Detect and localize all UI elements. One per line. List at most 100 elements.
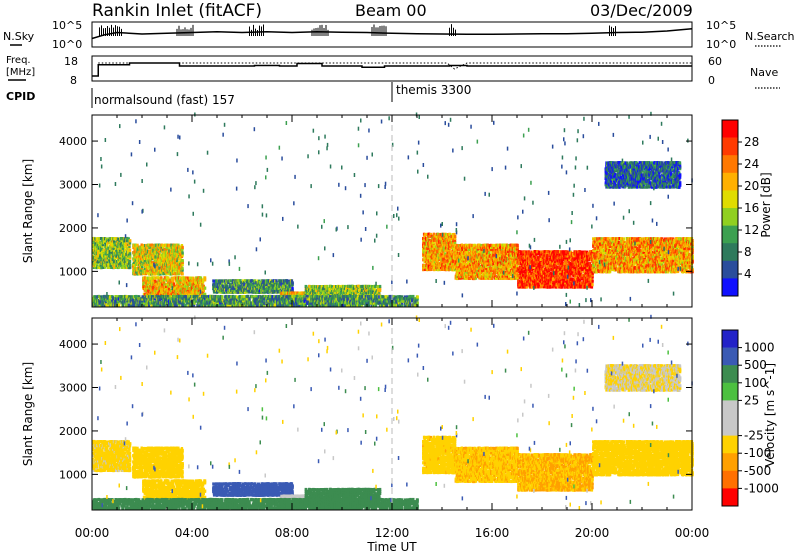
- power-echo-cell: [473, 259, 476, 263]
- power-echo-cell: [456, 253, 459, 257]
- power-echo-cell: [181, 251, 184, 255]
- power-echo-cell: [460, 272, 463, 276]
- power-echo-cell: [110, 260, 114, 264]
- power-echo-cell: [192, 276, 195, 280]
- power-echo-cell: [122, 250, 125, 254]
- freq-nave-panel: Freq. [MHz] 18 8 60 0 Nave: [6, 55, 780, 89]
- power-echo-cell: [425, 256, 428, 260]
- power-echo-cell: [458, 244, 462, 248]
- power-echo-cell: [253, 279, 257, 283]
- power-echo-cell: [497, 255, 500, 259]
- power-echo-cell: [458, 266, 461, 270]
- power-echo-cell: [496, 251, 499, 255]
- power-echo-cell: [354, 285, 357, 289]
- power-echo-cell: [167, 278, 170, 282]
- power-echo-cell: [502, 243, 505, 247]
- power-echo-cell: [157, 260, 161, 265]
- power-echo-cell: [160, 256, 163, 261]
- power-echo-cell: [152, 282, 155, 286]
- power-echo-cell: [474, 270, 478, 274]
- power-echo-cell: [368, 285, 371, 289]
- power-echo-cell: [329, 292, 333, 296]
- power-echo-cell: [221, 279, 225, 283]
- freq-series-line: [92, 62, 692, 77]
- power-echo-cell: [474, 261, 477, 265]
- power-echo-cell: [365, 290, 369, 294]
- power-echo-cell: [345, 285, 348, 289]
- power-echo-cell: [444, 264, 448, 268]
- power-echo-cell: [441, 244, 444, 248]
- power-echo-cell: [475, 263, 478, 267]
- power-echo-cell: [266, 279, 269, 283]
- power-echo-cell: [154, 276, 158, 280]
- power-echo-cell: [455, 255, 459, 259]
- power-echo-cell: [155, 282, 158, 286]
- power-echo-cell: [113, 246, 116, 251]
- power-echo-cell: [501, 247, 504, 251]
- power-echo-cell: [456, 249, 459, 253]
- power-echo-cell: [360, 290, 364, 294]
- power-echo-cell: [315, 286, 319, 291]
- power-echo-cell: [150, 286, 153, 291]
- power-echo-cell: [185, 294, 189, 298]
- power-echo-cell: [338, 288, 341, 293]
- power-echo-cell: [454, 247, 457, 251]
- power-echo-cell: [436, 252, 440, 256]
- power-echo-cell: [105, 246, 108, 250]
- power-echo-cell: [185, 291, 188, 295]
- power-echo-cell: [140, 247, 143, 251]
- power-echo-cell: [173, 264, 176, 268]
- power-echo-cell: [153, 282, 157, 286]
- power-echo-cell: [166, 282, 169, 286]
- power-echo-cell: [121, 261, 124, 265]
- power-echo-cell: [422, 232, 426, 236]
- power-echo-cell: [440, 238, 443, 243]
- power-echo-cell: [426, 236, 429, 241]
- power-echo-cell: [505, 267, 509, 271]
- power-echo-cell: [242, 288, 245, 292]
- power-echo-cell: [485, 249, 488, 253]
- power-echo-cell: [96, 265, 100, 269]
- power-echo-cell: [232, 288, 236, 292]
- power-echo-cell: [102, 250, 105, 254]
- power-echo-cell: [376, 285, 380, 289]
- power-echo-cell: [151, 288, 155, 292]
- power-echo-cell: [97, 241, 100, 245]
- power-echo-cell: [95, 239, 99, 243]
- power-echo-cell: [150, 243, 154, 247]
- power-echo-cell: [162, 272, 165, 276]
- power-echo-cell: [226, 286, 230, 290]
- power-echo-cell: [126, 258, 130, 262]
- power-echo-cell: [310, 285, 313, 289]
- power-echo-cell: [428, 258, 432, 262]
- power-echo-cell: [172, 255, 175, 259]
- power-echo-cell: [146, 280, 150, 284]
- power-echo-cell: [328, 286, 331, 291]
- power-echo-cell: [496, 249, 499, 253]
- power-echo-cell: [169, 278, 172, 282]
- power-echo-cell: [483, 257, 486, 261]
- power-echo-cell: [453, 232, 456, 237]
- power-echo-cell: [97, 250, 100, 254]
- power-echo-cell: [440, 244, 443, 248]
- power-echo-cell: [273, 281, 276, 285]
- power-echo-cell: [194, 292, 198, 297]
- power-echo-cell: [447, 239, 450, 243]
- power-echo-cell: [111, 248, 114, 252]
- power-echo-cell: [493, 274, 496, 278]
- power-echo-cell: [180, 278, 183, 282]
- power-echo-cell: [193, 286, 196, 290]
- power-echo-cell: [428, 238, 431, 242]
- power-echo-cell: [164, 249, 168, 253]
- power-echo-cell: [323, 289, 326, 293]
- power-echo-cell: [258, 287, 261, 291]
- power-echo-cell: [147, 288, 151, 292]
- power-echo-cell: [170, 243, 173, 247]
- power-echo-cell: [147, 286, 150, 290]
- power-echo-cell: [262, 279, 265, 283]
- power-echo-cell: [101, 244, 104, 248]
- power-echo-cell: [217, 286, 220, 290]
- power-echo-cell: [192, 280, 195, 284]
- power-echo-cell: [247, 288, 250, 292]
- power-echo-cell: [437, 248, 440, 252]
